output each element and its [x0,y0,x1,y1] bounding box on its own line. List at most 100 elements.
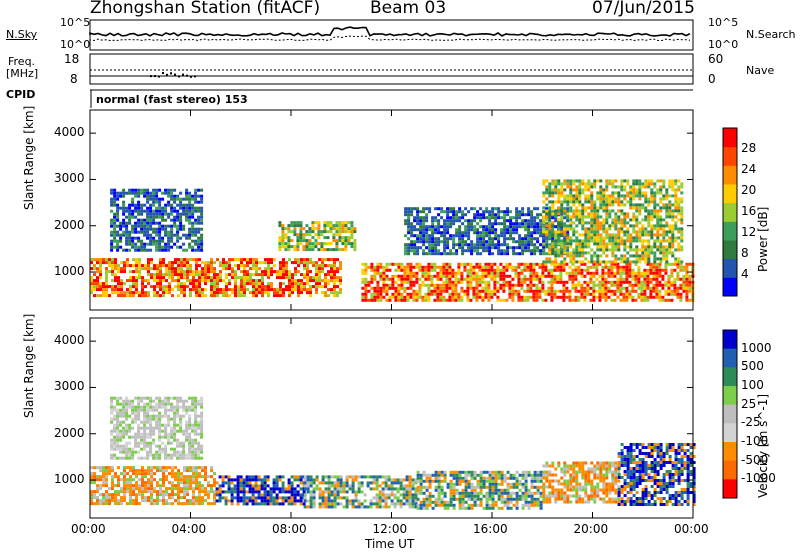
heatmap-cell [152,200,156,204]
heatmap-cell [201,490,204,494]
heatmap-cell [668,182,672,186]
heatmap-cell [155,206,159,210]
heatmap-cell [677,203,681,207]
heatmap-cell [680,182,684,186]
heatmap-cell [373,268,377,272]
heatmap-cell [143,242,147,246]
heatmap-cell [638,185,642,189]
heatmap-cell [312,285,315,289]
heatmap-cell [469,268,473,272]
heatmap-cell [416,249,420,253]
heatmap-cell [275,478,279,482]
heatmap-cell [629,185,633,189]
heatmap-cell [578,200,582,204]
heatmap-cell [511,286,515,290]
heatmap-cell [560,222,564,226]
heatmap-cell [647,212,651,216]
heatmap-cell [147,291,150,295]
heatmap-cell [96,285,99,289]
heatmap-cell [524,234,528,238]
heatmap-cell [408,499,412,503]
heatmap-cell [397,265,401,269]
heatmap-cell [628,292,632,296]
heatmap-cell [607,286,611,290]
heatmap-cell [198,273,201,277]
heatmap-cell [646,262,650,266]
heatmap-cell [572,209,576,213]
heatmap-cell [291,261,294,265]
heatmap-cell [407,207,411,211]
heatmap-cell [422,249,426,253]
heatmap-cell [96,502,99,506]
heatmap-cell [617,203,621,207]
heatmap-cell [659,239,663,243]
heatmap-cell [191,206,195,210]
heatmap-cell [511,295,515,299]
heatmap-cell [563,251,567,255]
heatmap-cell [342,505,346,509]
heatmap-cell [281,236,285,240]
heatmap-cell [476,240,480,244]
heatmap-cell [526,265,530,269]
heatmap-cell [162,496,165,500]
heatmap-cell [254,496,258,500]
heatmap-cell [472,292,476,296]
heatmap-cell [180,291,183,295]
heatmap-cell [587,200,591,204]
heatmap-cell [125,227,129,231]
heatmap-cell [578,185,582,189]
heatmap-cell [427,265,431,269]
heatmap-cell [384,499,388,503]
heatmap-cell [278,245,282,249]
heatmap-cell [113,203,117,207]
heatmap-cell [499,277,503,281]
heatmap-cell [254,490,258,494]
heatmap-cell [379,274,383,278]
heatmap-cell [553,268,557,272]
heatmap-cell [425,246,429,250]
heatmap-cell [297,282,300,286]
heatmap-cell [152,203,156,207]
heatmap-cell [560,245,564,249]
heatmap-cell [652,262,656,266]
heatmap-cell [535,292,539,296]
heatmap-cell [448,268,452,272]
heatmap-cell [440,210,444,214]
heatmap-cell [264,291,267,295]
heatmap-cell [345,478,349,482]
heatmap-cell [595,283,599,287]
heatmap-cell [155,248,159,252]
heatmap-cell [176,230,180,234]
heatmap-cell [551,228,555,232]
heatmap-cell [514,283,518,287]
heatmap-cell [571,298,575,302]
heatmap-cell [329,248,333,252]
heatmap-cell [237,288,240,292]
heatmap-cell [493,274,497,278]
heatmap-cell [251,496,255,500]
heatmap-cell [589,277,593,281]
heatmap-cell [569,188,573,192]
heatmap-cell [146,236,150,240]
heatmap-cell [399,478,403,482]
heatmap-cell [520,295,524,299]
heatmap-cell [279,282,282,286]
heatmap-cell [138,469,141,473]
heatmap-cell [551,200,555,204]
heatmap-cell [529,280,533,284]
heatmap-cell [656,245,660,249]
heatmap-cell [674,224,678,228]
heatmap-cell [167,200,171,204]
heatmap-cell [671,254,675,258]
heatmap-cell [458,234,462,238]
heatmap-cell [542,260,546,264]
heatmap-cell [431,234,435,238]
heatmap-cell [448,265,452,269]
heatmap-cell [288,258,291,262]
heatmap-cell [505,268,509,272]
heatmap-cell [108,493,111,497]
heatmap-cell [305,230,309,234]
heatmap-cell [620,257,624,261]
heatmap-cell [141,481,144,485]
heatmap-cell [210,502,213,506]
